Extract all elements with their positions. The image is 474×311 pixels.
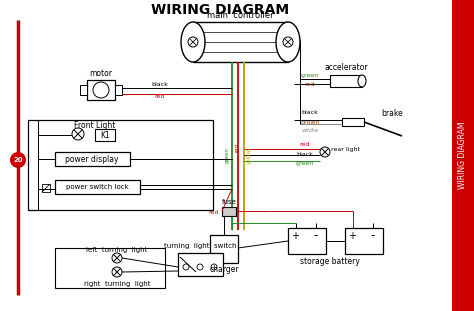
Bar — [80, 85, 87, 95]
Bar — [210, 235, 238, 263]
Bar — [87, 80, 115, 100]
Text: Front Light: Front Light — [74, 120, 116, 129]
Ellipse shape — [358, 75, 366, 87]
Text: +: + — [348, 231, 356, 241]
Text: green: green — [225, 147, 229, 163]
Circle shape — [10, 152, 26, 168]
Bar — [288, 228, 326, 254]
Text: right  turning  light: right turning light — [84, 281, 150, 287]
Text: -: - — [371, 230, 375, 243]
Circle shape — [211, 264, 217, 270]
Text: red: red — [300, 142, 310, 147]
Bar — [452, 0, 474, 311]
Circle shape — [188, 37, 198, 47]
Circle shape — [112, 253, 122, 263]
Circle shape — [72, 128, 84, 140]
Text: yellow: yellow — [246, 146, 252, 164]
Bar — [42, 184, 50, 192]
Text: black: black — [152, 82, 168, 87]
Bar — [55, 152, 130, 166]
Text: left  turning  light: left turning light — [86, 247, 148, 253]
Text: power switch lock: power switch lock — [65, 184, 128, 190]
Text: accelerator: accelerator — [324, 63, 368, 72]
Ellipse shape — [276, 22, 300, 62]
Bar — [55, 248, 165, 288]
Text: red: red — [209, 210, 219, 215]
Text: rear light: rear light — [330, 146, 359, 151]
Bar — [342, 118, 364, 126]
Text: black: black — [297, 152, 313, 157]
Bar — [178, 253, 223, 276]
Text: -: - — [314, 230, 318, 243]
Circle shape — [93, 82, 109, 98]
Bar — [95, 129, 115, 141]
Circle shape — [320, 147, 330, 157]
Circle shape — [112, 267, 122, 277]
Bar — [345, 228, 383, 254]
Text: red: red — [235, 143, 239, 152]
Bar — [115, 85, 122, 95]
Circle shape — [183, 264, 189, 270]
Circle shape — [283, 37, 293, 47]
Text: WIRING DIAGRAM: WIRING DIAGRAM — [458, 121, 467, 189]
Text: black: black — [301, 110, 319, 115]
Bar — [28, 120, 213, 210]
Text: charger: charger — [209, 266, 239, 275]
Text: K1: K1 — [100, 131, 110, 140]
Ellipse shape — [181, 22, 205, 62]
Text: turning  light  switch: turning light switch — [164, 243, 236, 249]
Circle shape — [197, 264, 203, 270]
Text: WIRING DIAGRAM: WIRING DIAGRAM — [151, 3, 289, 17]
Bar — [193, 22, 288, 62]
Text: white: white — [301, 128, 319, 133]
Text: red: red — [305, 82, 315, 87]
Text: green: green — [301, 73, 319, 78]
Text: brown: brown — [300, 119, 320, 124]
Text: +: + — [291, 231, 299, 241]
Text: motor: motor — [90, 69, 112, 78]
Text: red: red — [155, 95, 165, 100]
Text: main  controller: main controller — [207, 11, 274, 20]
Text: brake: brake — [381, 109, 403, 118]
Bar — [55, 180, 140, 194]
Bar — [222, 207, 236, 216]
Text: green: green — [296, 161, 314, 166]
Bar — [330, 75, 362, 87]
Text: fuse: fuse — [221, 199, 237, 205]
Text: power display: power display — [65, 155, 119, 164]
Text: 20: 20 — [13, 157, 23, 163]
Text: storage battery: storage battery — [300, 258, 360, 267]
